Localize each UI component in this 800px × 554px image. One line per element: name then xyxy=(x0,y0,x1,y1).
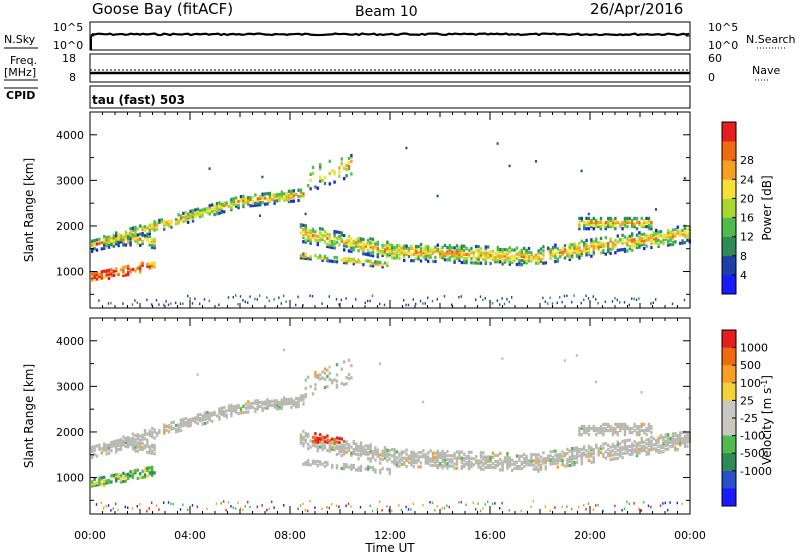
power-colorbar-swatch xyxy=(722,179,736,199)
velocity-ytick-label: 3000 xyxy=(56,380,84,393)
cpid-label: CPID xyxy=(6,89,35,102)
velocity-colorbar-tick: -25 xyxy=(740,412,758,425)
velocity-colorbar-swatch xyxy=(722,435,736,454)
nsearch-top-tick: 10^5 xyxy=(708,21,738,34)
nsearch-label: N.Search xyxy=(746,33,796,46)
velocity-ytick-label: 4000 xyxy=(56,335,84,348)
velocity-colorbar: 1000 500 100 25 -25 -100 -500 -1000 xyxy=(721,329,772,507)
velocity-colorbar-tick: -1000 xyxy=(740,465,772,478)
cpid-panel: CPID tau (fast) 503 xyxy=(4,85,691,109)
nsky-trace xyxy=(90,32,690,37)
nsky-panel: N.Sky 10^5 10^0 10^5 10^0 N.Search xyxy=(4,21,796,52)
velocity-panel: 1000 2000 3000 4000 00:00 04:00 08:00 12:00 16:… xyxy=(22,317,774,554)
power-ytick-label: 4000 xyxy=(56,129,84,142)
x-axis-title: Time UT xyxy=(364,541,415,554)
velocity-colorbar-tick: -100 xyxy=(740,430,765,443)
power-colorbar-swatch xyxy=(722,141,736,161)
power-colorbar-tick: 12 xyxy=(740,231,754,244)
velocity-colorbar-swatch xyxy=(722,347,736,366)
velocity-colorbar-swatch xyxy=(722,400,736,419)
velocity-ytick-label: 1000 xyxy=(56,472,84,485)
x-tick-label: 12:00 xyxy=(374,529,406,542)
velocity-colorbar-swatch xyxy=(722,382,736,401)
velocity-colorbar-label-sup: -1 xyxy=(760,380,769,388)
date-title: 26/Apr/2016 xyxy=(590,0,683,18)
velocity-colorbar-tick: 100 xyxy=(740,377,761,390)
station-title: Goose Bay (fitACF) xyxy=(92,0,233,18)
nave-label: Nave xyxy=(752,64,780,77)
power-x-axis xyxy=(89,112,691,308)
power-ytick-label: 3000 xyxy=(56,174,84,187)
velocity-colorbar-swatch xyxy=(722,488,736,507)
power-colorbar: 4 8 12 16 20 24 28 xyxy=(721,121,754,295)
power-colorbar-swatch xyxy=(722,236,736,257)
nave-right-top: 60 xyxy=(708,52,722,65)
freq-left-top: 18 xyxy=(62,52,76,65)
power-colorbar-swatch xyxy=(722,217,736,238)
power-ytick-label: 1000 xyxy=(56,266,84,279)
power-colorbar-tick: 28 xyxy=(740,154,754,167)
velocity-colorbar-swatch xyxy=(722,418,736,436)
power-y-axis: 1000 2000 3000 4000 xyxy=(56,111,690,295)
nsky-top-tick: 10^5 xyxy=(53,21,83,34)
power-colorbar-tick: 4 xyxy=(740,269,747,282)
freq-panel: Freq. [MHz] 18 8 60 0 Nave xyxy=(4,52,780,84)
cpid-value: tau (fast) 503 xyxy=(92,93,185,107)
freq-label-line2: [MHz] xyxy=(4,66,36,79)
power-colorbar-tick: 24 xyxy=(740,173,754,186)
power-panel: 1000 2000 3000 4000 Slant Range [km] 4 8 12 16… xyxy=(22,111,774,309)
velocity-y-axis: 1000 2000 3000 4000 xyxy=(56,317,690,501)
velocity-colorbar-swatch xyxy=(722,365,736,384)
power-colorbar-swatch xyxy=(722,255,736,276)
beam-title: Beam 10 xyxy=(355,4,418,20)
velocity-colorbar-label: Velocity [m s-1] xyxy=(760,375,774,465)
nsearch-bottom-tick: 10^0 xyxy=(708,39,738,52)
power-colorbar-swatch xyxy=(722,198,736,218)
power-colorbar-tick: 16 xyxy=(740,212,754,225)
freq-label-line1: Freq. xyxy=(10,54,37,67)
nsky-start-bar xyxy=(90,36,92,50)
x-tick-label: 04:00 xyxy=(174,529,206,542)
velocity-colorbar-swatch xyxy=(722,330,736,348)
power-ylabel: Slant Range [km] xyxy=(22,158,36,262)
x-tick-label: 16:00 xyxy=(474,529,506,542)
power-colorbar-tick: 8 xyxy=(740,250,747,263)
power-colorbar-swatch xyxy=(722,274,736,295)
velocity-ytick-label: 2000 xyxy=(56,426,84,439)
x-tick-label: 20:00 xyxy=(574,529,606,542)
power-colorbar-tick: 20 xyxy=(740,192,754,205)
velocity-colorbar-swatch xyxy=(722,470,736,489)
power-colorbar-label: Power [dB] xyxy=(760,175,774,240)
velocity-colorbar-tick: 500 xyxy=(740,359,761,372)
velocity-colorbar-swatch xyxy=(722,453,736,472)
x-tick-label: 00:00 xyxy=(74,529,106,542)
velocity-colorbar-label-close: ] xyxy=(760,375,774,380)
velocity-ylabel: Slant Range [km] xyxy=(22,364,36,468)
power-ytick-label: 2000 xyxy=(56,220,84,233)
velocity-colorbar-tick: -500 xyxy=(740,447,765,460)
freq-left-bottom: 8 xyxy=(69,71,76,84)
x-tick-label: 00:00 xyxy=(674,529,706,542)
nave-right-bottom: 0 xyxy=(708,71,715,84)
nsky-bottom-tick: 10^0 xyxy=(53,39,83,52)
power-colorbar-swatch xyxy=(722,122,736,142)
velocity-colorbar-tick: 1000 xyxy=(740,342,768,355)
power-heatmap xyxy=(91,142,691,307)
velocity-heatmap xyxy=(91,348,691,513)
velocity-x-axis: 00:00 04:00 08:00 12:00 16:00 20:00 00:00 xyxy=(74,318,706,542)
nsky-label: N.Sky xyxy=(4,33,36,46)
velocity-colorbar-tick: 25 xyxy=(740,394,754,407)
power-colorbar-swatch xyxy=(722,160,736,180)
x-tick-label: 08:00 xyxy=(274,529,306,542)
velocity-colorbar-label-main: Velocity [m s xyxy=(760,388,774,465)
